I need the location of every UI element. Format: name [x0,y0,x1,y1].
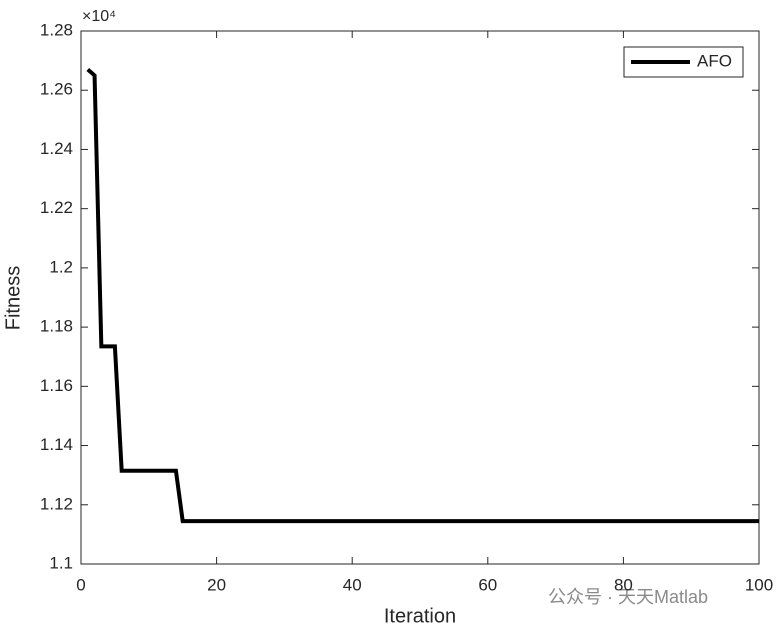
y-tick-label: 1.12 [40,494,73,513]
y-tick-label: 1.18 [40,317,73,336]
y-tick-label: 1.26 [40,80,73,99]
y-exponent-label: ×10⁴ [82,8,116,25]
watermark: 公众号 · 天天Matlab [548,587,708,607]
plot-area [80,30,760,565]
x-axis-label: Iteration [384,605,456,627]
y-tick-label: 1.24 [40,139,73,158]
x-tick-label: 40 [343,575,362,594]
x-tick-label: 80 [614,575,633,594]
y-tick-label: 1.22 [40,198,73,217]
legend-label: AFO [697,51,732,70]
y-tick-label: 1.14 [40,435,73,454]
y-tick-label: 1.1 [49,553,73,572]
y-tick-label: 1.16 [40,376,73,395]
y-tick-label: 1.28 [40,20,73,39]
x-tick-label: 20 [207,575,226,594]
x-tick-label: 60 [478,575,497,594]
y-axis-label: Fitness [2,266,24,330]
x-tick-label: 0 [76,575,85,594]
data-line [86,67,759,524]
x-tick-label: 100 [745,575,773,594]
y-tick-label: 1.2 [49,257,73,276]
